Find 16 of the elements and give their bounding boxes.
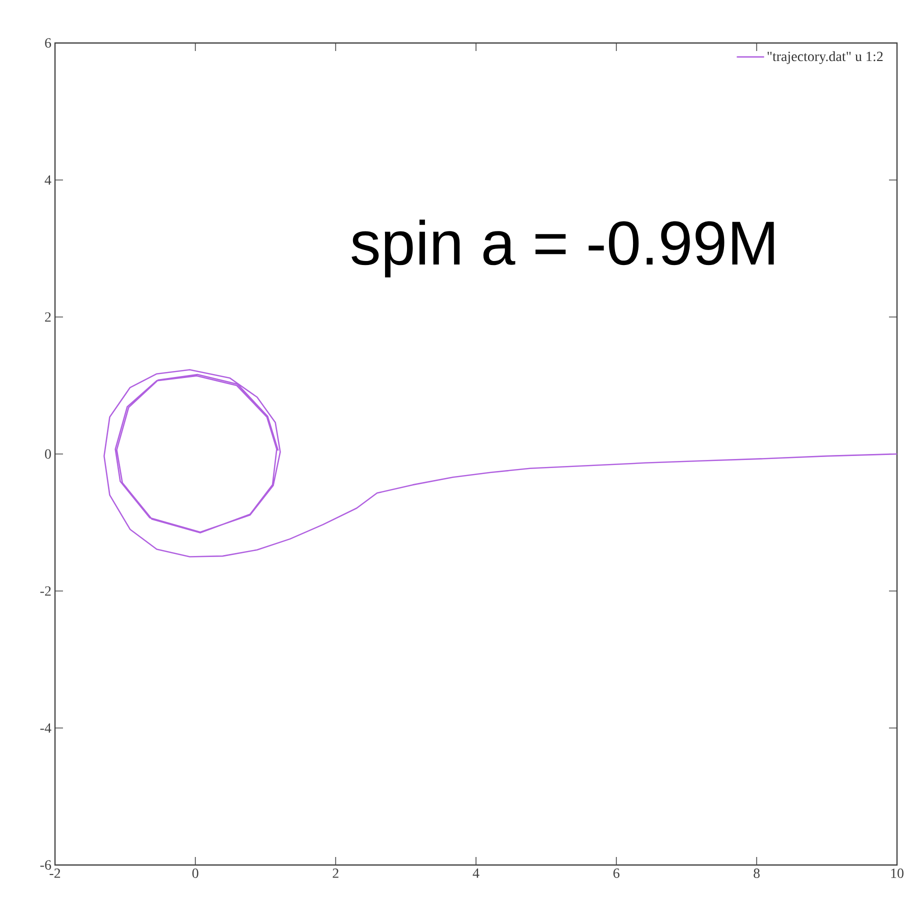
x-tick-label: 10	[891, 868, 904, 878]
x-tick-label: 4	[472, 868, 480, 878]
y-tick-label: -2	[40, 586, 51, 596]
y-tick-label: 0	[45, 449, 51, 459]
x-tick-label: 8	[754, 868, 760, 878]
y-tick-label: 4	[44, 175, 52, 185]
annotation: spin a = -0.99M	[352, 220, 774, 278]
legend-label: "trajectory.dat" u 1:2	[768, 51, 883, 64]
x-tick-label: 0	[192, 868, 198, 878]
x-tick-label: 6	[613, 868, 620, 878]
line-series	[103, 369, 898, 558]
y-tick-label: 2	[45, 312, 51, 322]
x-tick-label: 2	[332, 868, 338, 878]
y-tick-label: -6	[40, 860, 52, 870]
y-tick-label: -4	[40, 723, 52, 733]
y-tick-label: 6	[45, 38, 52, 48]
